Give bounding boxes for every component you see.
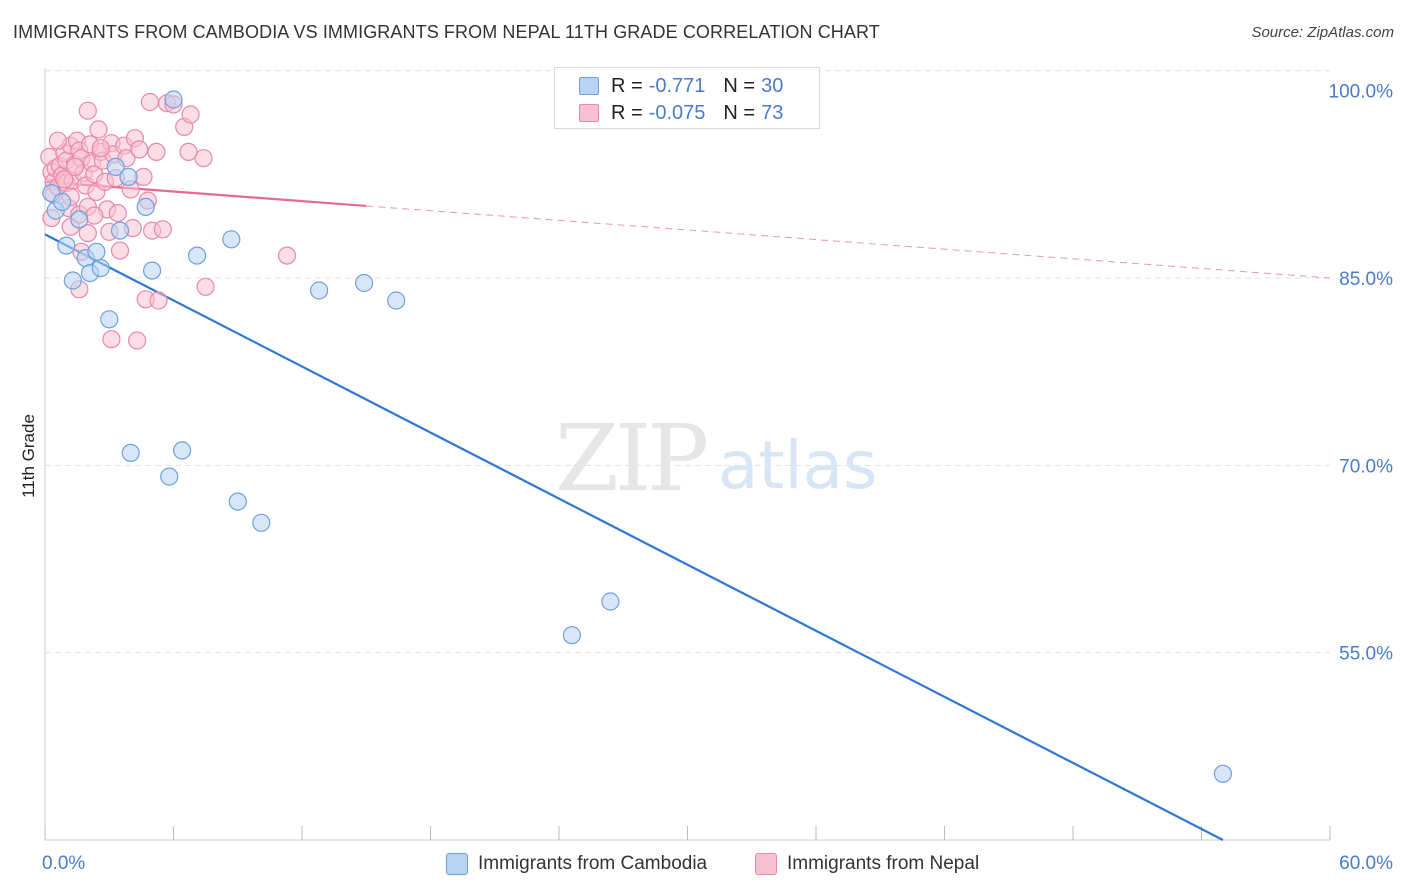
- x-tick-label: 60.0%: [1339, 853, 1393, 874]
- cambodia-point: [70, 210, 89, 229]
- nepal-point: [78, 101, 97, 120]
- cambodia-trend-line: [44, 233, 1224, 841]
- nepal-point: [147, 142, 166, 161]
- cambodia-legend-label: Immigrants from Cambodia: [478, 853, 708, 874]
- nepal-point: [130, 140, 149, 159]
- nepal-point: [102, 330, 121, 349]
- cambodia-swatch: [579, 77, 599, 95]
- cambodia-point: [87, 242, 106, 261]
- nepal-point: [277, 246, 297, 265]
- nepal-point: [91, 139, 110, 158]
- nepal-point: [89, 120, 108, 139]
- cambodia-point: [228, 492, 247, 511]
- cambodia-point: [252, 513, 271, 532]
- source-credit: Source: ZipAtlas.com: [1251, 24, 1394, 41]
- y-axis-title: 11th Grade: [19, 414, 38, 498]
- r-value: -0.075: [648, 101, 706, 124]
- watermark-atlas: atlas: [718, 427, 878, 504]
- r-label: R =: [611, 101, 643, 124]
- y-tick-label: 85.0%: [1339, 269, 1393, 290]
- y-tick-label: 100.0%: [1329, 82, 1394, 103]
- nepal-point: [196, 277, 215, 296]
- nepal-point: [179, 142, 198, 161]
- cambodia-point: [173, 441, 192, 460]
- cambodia-point: [63, 271, 82, 290]
- cambodia-point: [100, 310, 119, 329]
- nepal-point: [78, 224, 97, 243]
- nepal-legend-swatch: [755, 853, 777, 875]
- n-label: N =: [723, 74, 756, 97]
- n-value: 73: [761, 101, 784, 124]
- r-value: -0.771: [648, 74, 706, 97]
- cambodia-point: [188, 246, 207, 265]
- nepal-point: [149, 291, 168, 310]
- nepal-legend-label: Immigrants from Nepal: [787, 853, 980, 874]
- nepal-point: [140, 92, 159, 112]
- chart-title: IMMIGRANTS FROM CAMBODIA VS IMMIGRANTS F…: [13, 22, 880, 42]
- x-tick-label: 0.0%: [42, 853, 85, 874]
- data-points: [40, 90, 1233, 783]
- legend-row-cambodia: R = -0.771 N = 30: [579, 74, 783, 98]
- legend-row-nepal: R = -0.075 N = 73: [579, 101, 783, 125]
- nepal-point: [181, 105, 200, 124]
- nepal-trend-extension: [366, 205, 1331, 279]
- cambodia-point: [119, 167, 138, 186]
- nepal-point: [85, 206, 104, 225]
- watermark: ZIP atlas: [555, 405, 878, 512]
- nepal-point: [108, 204, 127, 223]
- n-value: 30: [761, 74, 784, 97]
- nepal-point: [128, 331, 147, 350]
- stats-legend: R = -0.771 N = 30 R = -0.075 N = 73: [554, 67, 820, 129]
- y-tick-label: 55.0%: [1339, 644, 1393, 665]
- nepal-point: [55, 170, 74, 189]
- n-label: N =: [723, 101, 756, 124]
- cambodia-point: [310, 281, 329, 300]
- cambodia-point: [160, 467, 179, 486]
- cambodia-point: [91, 259, 110, 278]
- cambodia-point: [601, 592, 620, 611]
- cambodia-point: [143, 261, 162, 280]
- cambodia-point: [562, 626, 582, 645]
- cambodia-point: [136, 197, 155, 216]
- nepal-point: [110, 241, 130, 260]
- nepal-point: [65, 157, 85, 176]
- cambodia-point: [164, 90, 183, 109]
- cambodia-point: [52, 192, 72, 211]
- cambodia-point: [1213, 764, 1233, 783]
- nepal-swatch: [579, 104, 599, 122]
- y-tick-label: 70.0%: [1339, 456, 1393, 477]
- cambodia-point: [106, 157, 125, 176]
- cambodia-point: [222, 230, 241, 249]
- cambodia-point: [121, 443, 140, 462]
- axis-labels: 55.0% 70.0% 85.0% 100.0% 0.0% 60.0% 11th Grade: [19, 82, 1393, 874]
- r-label: R =: [611, 74, 643, 97]
- cambodia-point: [110, 221, 130, 240]
- axes: [44, 68, 1331, 841]
- bottom-legend-nepal: Immigrants from Nepal: [755, 852, 979, 876]
- cambodia-point: [57, 236, 76, 255]
- cambodia-point: [387, 291, 406, 310]
- cambodia-point: [355, 273, 374, 293]
- bottom-legend-cambodia: Immigrants from Cambodia: [446, 852, 707, 876]
- watermark-zip: ZIP: [555, 405, 706, 512]
- cambodia-legend-swatch: [446, 853, 468, 875]
- nepal-point: [153, 220, 172, 239]
- nepal-point: [48, 131, 68, 150]
